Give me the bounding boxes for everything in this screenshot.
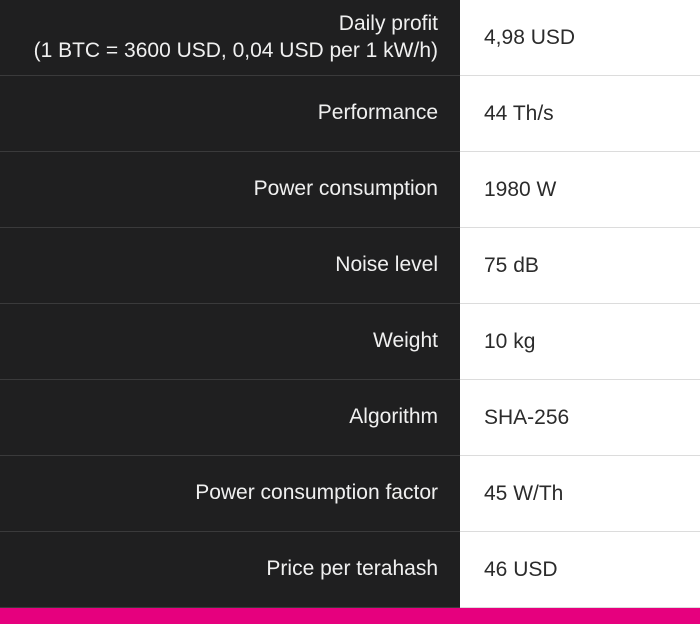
spec-value: 4,98 USD — [484, 26, 575, 50]
spec-value-cell: 46 USD — [460, 532, 700, 608]
spec-label: Power consumption — [254, 176, 438, 202]
spec-sublabel: (1 BTC = 3600 USD, 0,04 USD per 1 kW/h) — [34, 38, 438, 64]
spec-label-cell: Performance — [0, 76, 460, 152]
spec-label-cell: Price per terahash — [0, 532, 460, 608]
spec-label: Power consumption factor — [195, 480, 438, 506]
spec-label-cell: Algorithm — [0, 380, 460, 456]
spec-value: SHA-256 — [484, 406, 569, 430]
spec-value: 1980 W — [484, 178, 556, 202]
table-row: Power consumption 1980 W — [0, 152, 700, 228]
spec-value: 75 dB — [484, 254, 539, 278]
table-row: Daily profit (1 BTC = 3600 USD, 0,04 USD… — [0, 0, 700, 76]
spec-label-cell: Weight — [0, 304, 460, 380]
spec-label-cell: Power consumption — [0, 152, 460, 228]
table-row: Performance 44 Th/s — [0, 76, 700, 152]
spec-value: 45 W/Th — [484, 482, 563, 506]
spec-value-cell: 4,98 USD — [460, 0, 700, 76]
spec-label: Performance — [318, 100, 438, 126]
table-row: Weight 10 kg — [0, 304, 700, 380]
spec-value: 44 Th/s — [484, 102, 554, 126]
table-row: Power consumption factor 45 W/Th — [0, 456, 700, 532]
spec-value-cell: 1980 W — [460, 152, 700, 228]
spec-label-cell: Power consumption factor — [0, 456, 460, 532]
table-row: Algorithm SHA-256 — [0, 380, 700, 456]
spec-value-cell: 10 kg — [460, 304, 700, 380]
spec-value-cell: 44 Th/s — [460, 76, 700, 152]
table-row: Noise level 75 dB — [0, 228, 700, 304]
spec-table: Daily profit (1 BTC = 3600 USD, 0,04 USD… — [0, 0, 700, 608]
spec-label-cell: Daily profit (1 BTC = 3600 USD, 0,04 USD… — [0, 0, 460, 76]
spec-label: Noise level — [335, 252, 438, 278]
spec-value-cell: 75 dB — [460, 228, 700, 304]
spec-label: Algorithm — [349, 404, 438, 430]
spec-table-container: Daily profit (1 BTC = 3600 USD, 0,04 USD… — [0, 0, 700, 624]
spec-label: Price per terahash — [266, 556, 438, 582]
spec-label-cell: Noise level — [0, 228, 460, 304]
accent-footer-bar — [0, 608, 700, 624]
spec-value: 10 kg — [484, 330, 535, 354]
spec-value-cell: 45 W/Th — [460, 456, 700, 532]
spec-value-cell: SHA-256 — [460, 380, 700, 456]
spec-label: Daily profit — [339, 11, 438, 37]
spec-value: 46 USD — [484, 558, 558, 582]
spec-label: Weight — [373, 328, 438, 354]
table-row: Price per terahash 46 USD — [0, 532, 700, 608]
